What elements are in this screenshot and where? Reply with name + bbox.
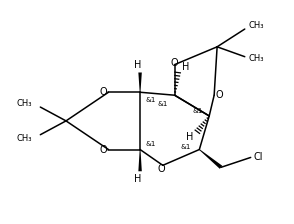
Text: CH₃: CH₃ <box>17 99 32 108</box>
Text: O: O <box>100 144 107 155</box>
Text: CH₃: CH₃ <box>17 134 32 143</box>
Text: Cl: Cl <box>254 152 263 162</box>
Text: O: O <box>215 90 223 100</box>
Text: O: O <box>100 87 107 97</box>
Text: H: H <box>182 62 189 72</box>
Text: &1: &1 <box>192 108 203 114</box>
Text: CH₃: CH₃ <box>249 21 264 30</box>
Text: H: H <box>134 174 142 184</box>
Text: O: O <box>157 164 165 174</box>
Text: H: H <box>186 132 193 142</box>
Polygon shape <box>138 73 142 92</box>
Polygon shape <box>138 150 142 171</box>
Text: &1: &1 <box>146 141 156 146</box>
Text: &1: &1 <box>146 97 156 103</box>
Text: H: H <box>134 60 142 70</box>
Text: &1: &1 <box>158 101 168 107</box>
Text: O: O <box>171 58 178 68</box>
Text: CH₃: CH₃ <box>249 54 264 63</box>
Text: &1: &1 <box>180 144 191 150</box>
Polygon shape <box>199 149 222 169</box>
